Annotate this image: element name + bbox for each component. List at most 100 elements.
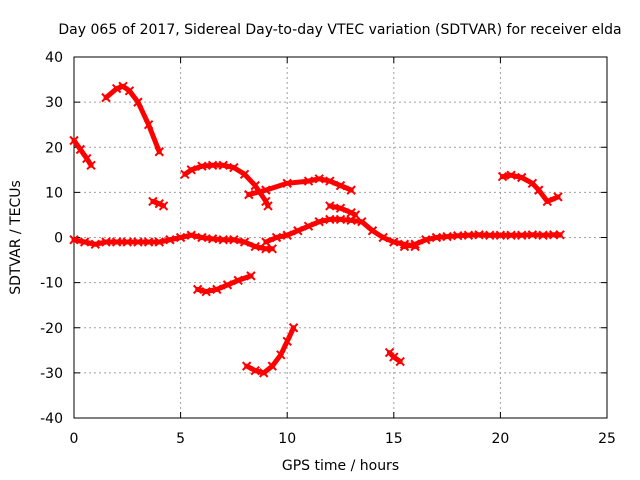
- data-point: [325, 214, 335, 225]
- series-line: [500, 172, 561, 204]
- data-point: [239, 169, 250, 180]
- series-arc-20.1-22.7: [497, 170, 563, 207]
- data-point: [246, 271, 256, 281]
- data-point: [69, 235, 79, 245]
- data-point: [186, 230, 196, 240]
- data-point: [282, 230, 292, 240]
- data-point: [506, 230, 516, 240]
- data-point: [124, 86, 135, 96]
- tick-labels: 0 5 10 15 20 25 -40 -30 -20 -10 0 10 20 30 40: [40, 50, 616, 447]
- data-point: [495, 230, 506, 240]
- x-tick-label: 5: [176, 431, 185, 447]
- data-point: [218, 235, 228, 245]
- data-point: [143, 237, 154, 247]
- data-point: [517, 230, 527, 240]
- data-point: [314, 216, 324, 227]
- data-point: [111, 237, 122, 247]
- data-point: [314, 174, 324, 184]
- data-point: [241, 361, 252, 371]
- data-point: [335, 214, 346, 225]
- data-point: [431, 232, 442, 243]
- data-point: [158, 201, 169, 211]
- data-point: [555, 230, 565, 240]
- grid-lines: [74, 57, 607, 418]
- data-point: [111, 83, 122, 94]
- y-tick-label: -10: [40, 276, 63, 292]
- x-tick-label: 15: [385, 431, 403, 447]
- data-point: [180, 169, 190, 180]
- data-point: [453, 230, 463, 241]
- data-point: [378, 232, 388, 243]
- y-tick-label: 20: [45, 140, 63, 156]
- data-point: [118, 81, 128, 92]
- data-point: [82, 153, 92, 164]
- series-arc-8.2-13: [244, 174, 356, 200]
- data-point: [75, 144, 86, 155]
- data-point: [553, 192, 563, 202]
- data-point: [346, 185, 356, 195]
- data-point: [86, 160, 96, 171]
- data-point: [233, 275, 243, 286]
- y-axis-title: SDTVAR / TECUs: [8, 180, 24, 295]
- data-point: [250, 241, 260, 252]
- data-point: [534, 185, 544, 195]
- data-point: [303, 176, 314, 186]
- data-point: [143, 119, 154, 130]
- data-point: [389, 237, 399, 247]
- data-point: [335, 203, 346, 213]
- data-point: [229, 235, 239, 245]
- data-point: [350, 210, 361, 220]
- data-point: [133, 97, 143, 107]
- data-series: [69, 81, 565, 378]
- data-point: [192, 284, 203, 295]
- data-point: [250, 365, 260, 376]
- data-point: [263, 201, 273, 211]
- series-arc-1.5-4: [101, 81, 164, 157]
- data-point: [197, 161, 207, 171]
- series-baseline-1: [69, 230, 277, 254]
- series-arc-0-1: [69, 135, 96, 171]
- y-tick-label: -20: [40, 321, 63, 337]
- series-arc-5.2-9.1: [180, 160, 273, 211]
- series-arc-3.7-4.2: [148, 196, 169, 211]
- series-arc-12-13.2: [325, 201, 361, 220]
- data-point: [421, 235, 431, 245]
- data-point: [201, 286, 211, 297]
- series-baseline-2: [261, 214, 420, 252]
- data-point: [90, 239, 101, 249]
- data-point: [497, 171, 508, 182]
- data-point: [538, 230, 548, 240]
- y-tick-label: 40: [45, 50, 63, 66]
- data-point: [276, 350, 286, 360]
- data-point: [207, 234, 218, 244]
- y-tick-label: -40: [40, 411, 63, 427]
- data-point: [506, 170, 516, 180]
- chart-title: Day 065 of 2017, Sidereal Day-to-day VTE…: [58, 22, 621, 38]
- series-arc-5.8-8.3: [192, 271, 256, 297]
- data-point: [282, 178, 292, 189]
- series-line: [402, 232, 563, 249]
- data-point: [325, 201, 335, 211]
- data-point: [517, 172, 527, 183]
- data-point: [101, 237, 111, 247]
- data-point: [239, 237, 250, 247]
- data-point: [282, 336, 292, 346]
- data-point: [79, 237, 90, 247]
- data-point: [222, 280, 233, 290]
- data-point: [474, 230, 484, 240]
- data-point: [101, 92, 111, 103]
- data-point: [303, 221, 314, 231]
- data-point: [261, 237, 271, 247]
- data-point: [175, 232, 186, 243]
- data-point: [463, 230, 474, 240]
- x-tick-label: 25: [598, 431, 616, 447]
- data-point: [154, 237, 164, 247]
- data-point: [133, 237, 143, 247]
- data-point: [250, 180, 260, 191]
- series-line: [103, 83, 162, 155]
- x-tick-label: 10: [278, 431, 296, 447]
- series-arc-14.8-15.3: [384, 347, 405, 367]
- data-point: [527, 230, 538, 240]
- data-point: [244, 189, 254, 200]
- data-point: [165, 235, 175, 245]
